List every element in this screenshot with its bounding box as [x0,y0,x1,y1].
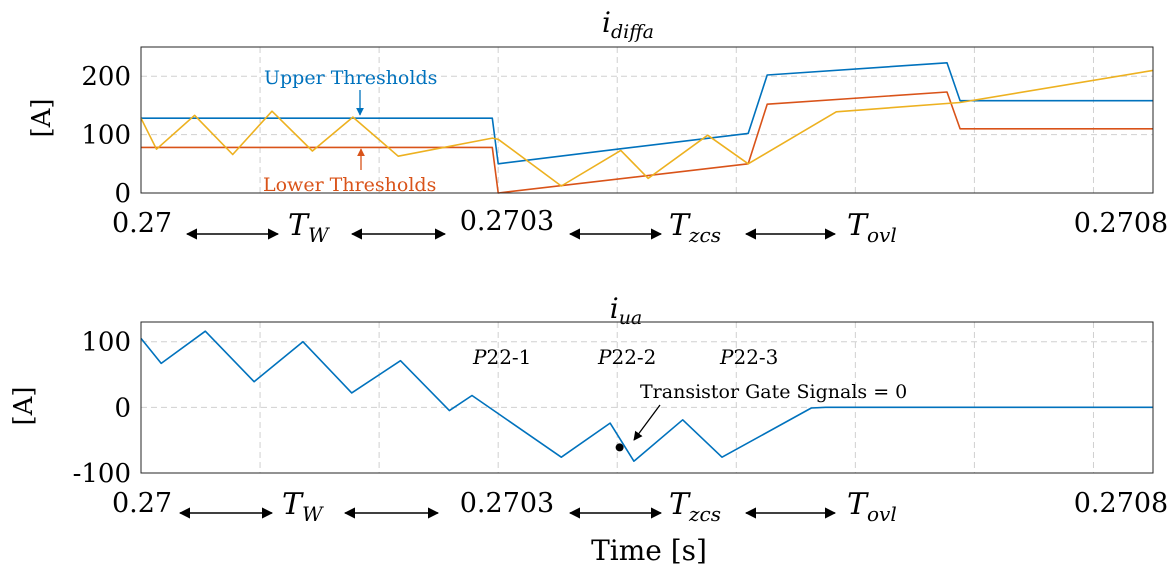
bottom-chart-axes-box [140,321,1154,474]
bottom-chart-yticks: -100 0 100 [73,328,131,489]
top-xtick-2: 0.2708 [1074,208,1168,239]
top-series-line-0 [141,61,1153,165]
top-series-line-1 [141,91,1153,194]
top-series-line-2 [140,69,1154,187]
top-tw-label: TW [288,208,330,247]
bottom-ytick-label: 0 [114,393,131,423]
bottom-xtick-2: 0.2708 [1074,488,1168,519]
p22-3-label: P22-3 [719,345,778,369]
top-chart-ylabel: [A] [27,98,57,137]
bottom-chart: iua [A] -100 0 100 P22-1 P22-2 P22-3 Trans… [9,292,1168,567]
top-xtick-0: 0.27 [112,208,172,239]
p22-1-label: P22-1 [472,345,531,369]
top-chart: idiffa [A] 0 100 200 Upper Thresholds Lowe… [27,6,1168,247]
lower-thresholds-label: Lower Thresholds [263,174,436,196]
gate-signals-arrow [633,404,661,441]
bottom-chart-lines [140,330,1153,463]
upper-thresholds-label: Upper Thresholds [264,67,437,89]
gate-signals-marker [615,443,624,452]
bottom-tovl-label: Tovl [847,487,897,526]
top-chart-title: idiffa [602,6,654,43]
top-tovl-label: Tovl [847,208,897,247]
top-ytick-label: 0 [114,179,131,209]
top-ytick-label: 200 [81,62,131,92]
bottom-ytick-label: -100 [73,459,131,489]
p22-2-label: P22-2 [597,345,656,369]
top-chart-axes-box [140,46,1154,194]
x-axis-label: Time [s] [591,534,707,567]
bottom-ytick-label: 100 [81,328,131,358]
bottom-xtick-1: 0.2703 [460,488,554,519]
top-ytick-label: 100 [81,121,131,151]
bottom-tw-label: TW [282,487,324,526]
bottom-series-line-0 [140,330,1153,463]
bottom-chart-title: iua [610,292,643,329]
gate-signals-label: Transistor Gate Signals = 0 [640,381,907,403]
bottom-xtick-0: 0.27 [112,488,172,519]
top-chart-lines [140,61,1154,194]
bottom-chart-ylabel: [A] [9,386,39,425]
top-chart-yticks: 0 100 200 [81,62,131,209]
top-xtick-1: 0.2703 [460,206,554,237]
bottom-tzcs-label: Tzcs [669,487,721,526]
top-tzcs-label: Tzcs [669,208,721,247]
